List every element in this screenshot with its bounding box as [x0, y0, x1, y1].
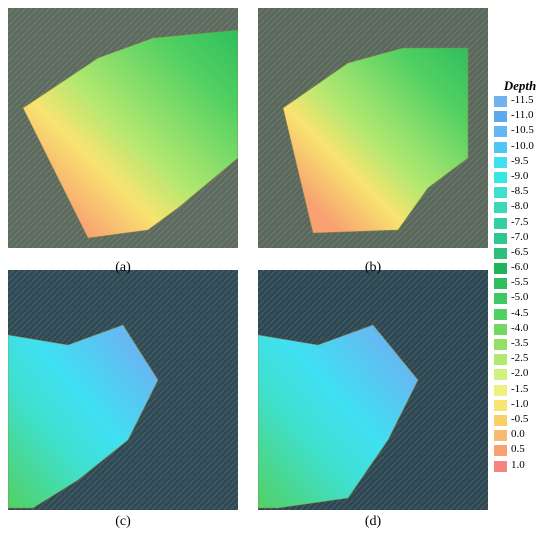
legend-swatch [494, 445, 507, 457]
legend-label: -5.5 [511, 276, 529, 289]
map [258, 270, 488, 510]
legend-item: -9.5 [492, 155, 548, 170]
legend-item: -1.5 [492, 383, 548, 398]
legend-swatch [494, 171, 507, 183]
legend-label: 1.0 [511, 458, 525, 471]
legend-item: -3.5 [492, 337, 548, 352]
legend-item: -10.5 [492, 124, 548, 139]
legend-item: -5.5 [492, 276, 548, 291]
legend-label: -4.5 [511, 306, 529, 319]
legend-label: -9.5 [511, 154, 529, 167]
legend-label: -8.5 [511, 185, 529, 198]
legend-label: -6.5 [511, 245, 529, 258]
panel-label: (b) [364, 260, 382, 275]
legend-item: 1.0 [492, 459, 548, 474]
legend-item: -1.0 [492, 398, 548, 413]
legend-swatch [494, 156, 507, 168]
legend-item: -5.0 [492, 291, 548, 306]
legend-item: -0.5 [492, 413, 548, 428]
legend-item: -10.0 [492, 140, 548, 155]
map-panel-a [8, 8, 238, 248]
legend-label: -1.5 [511, 382, 529, 395]
legend-item: -9.0 [492, 170, 548, 185]
legend-item: -11.0 [492, 109, 548, 124]
map [8, 8, 238, 248]
legend-item: -7.5 [492, 216, 548, 231]
legend-label: -11.0 [511, 109, 534, 122]
legend-swatch [494, 369, 507, 381]
legend-item: -8.5 [492, 185, 548, 200]
legend-title: Depth [503, 78, 537, 93]
legend-swatch [494, 202, 507, 214]
legend-item: -7.0 [492, 231, 548, 246]
legend-swatch [494, 384, 507, 396]
legend-label: -11.5 [511, 94, 534, 106]
panel-label: (a) [115, 260, 131, 275]
legend-label: -0.5 [511, 412, 529, 425]
legend-label: -2.5 [511, 352, 529, 365]
legend-label: -2.0 [511, 367, 529, 380]
map-panel-d [258, 270, 488, 510]
legend-swatch [494, 323, 507, 335]
legend-swatch [494, 339, 507, 350]
legend-swatch [494, 263, 507, 275]
legend-label: -3.5 [511, 337, 529, 349]
map-panel-b [258, 8, 488, 248]
legend-swatch [494, 460, 507, 472]
map-panel-c [8, 270, 238, 510]
legend-swatch [494, 96, 507, 107]
legend-label: -10.0 [511, 139, 534, 152]
legend-swatch [494, 308, 507, 320]
legend-item: 0.5 [492, 443, 548, 458]
legend-item: -6.5 [492, 246, 548, 261]
legend-label: -9.0 [511, 169, 529, 182]
legend-swatch [494, 293, 507, 305]
legend-item: -4.0 [492, 322, 548, 337]
legend-swatch [494, 141, 507, 153]
legend-swatch [494, 217, 507, 229]
legend-label: 0.5 [511, 443, 525, 456]
legend-item: -4.5 [492, 307, 548, 322]
legend-label: -7.0 [511, 230, 529, 243]
legend-item: -2.5 [492, 352, 548, 367]
legend-swatch [494, 247, 507, 259]
legend-swatch [494, 354, 507, 366]
legend-label: -8.0 [511, 200, 529, 213]
legend-item: -2.0 [492, 367, 548, 382]
legend-swatch [494, 126, 507, 138]
legend-swatch [494, 232, 507, 244]
legend-swatch [494, 278, 507, 290]
legend-label: -6.0 [511, 261, 529, 274]
legend-swatch [494, 187, 507, 199]
legend-label: -1.0 [511, 397, 529, 410]
legend-label: -7.5 [511, 215, 529, 228]
legend-swatch [494, 111, 507, 123]
legend: Depth -11.5 -11.0 -10.5 -10.0 -9.5 -9.0 -8.5 -8… [492, 78, 548, 474]
map [8, 270, 238, 510]
legend-item: -6.0 [492, 261, 548, 276]
legend-item: 0.0 [492, 428, 548, 443]
panel-label: (d) [364, 514, 382, 529]
legend-items: -11.5 -11.0 -10.5 -10.0 -9.5 -9.0 -8.5 -8.0 -7.5… [492, 94, 548, 474]
legend-label: -10.5 [511, 124, 534, 137]
legend-swatch [494, 430, 507, 442]
legend-label: -5.0 [511, 291, 529, 304]
legend-swatch [494, 414, 507, 426]
legend-label: -4.0 [511, 321, 529, 334]
legend-swatch [494, 399, 507, 411]
panel-label: (c) [115, 514, 131, 529]
legend-item: -11.5 [492, 94, 548, 109]
legend-item: -8.0 [492, 200, 548, 215]
map [258, 8, 488, 248]
legend-label: 0.0 [511, 428, 525, 441]
